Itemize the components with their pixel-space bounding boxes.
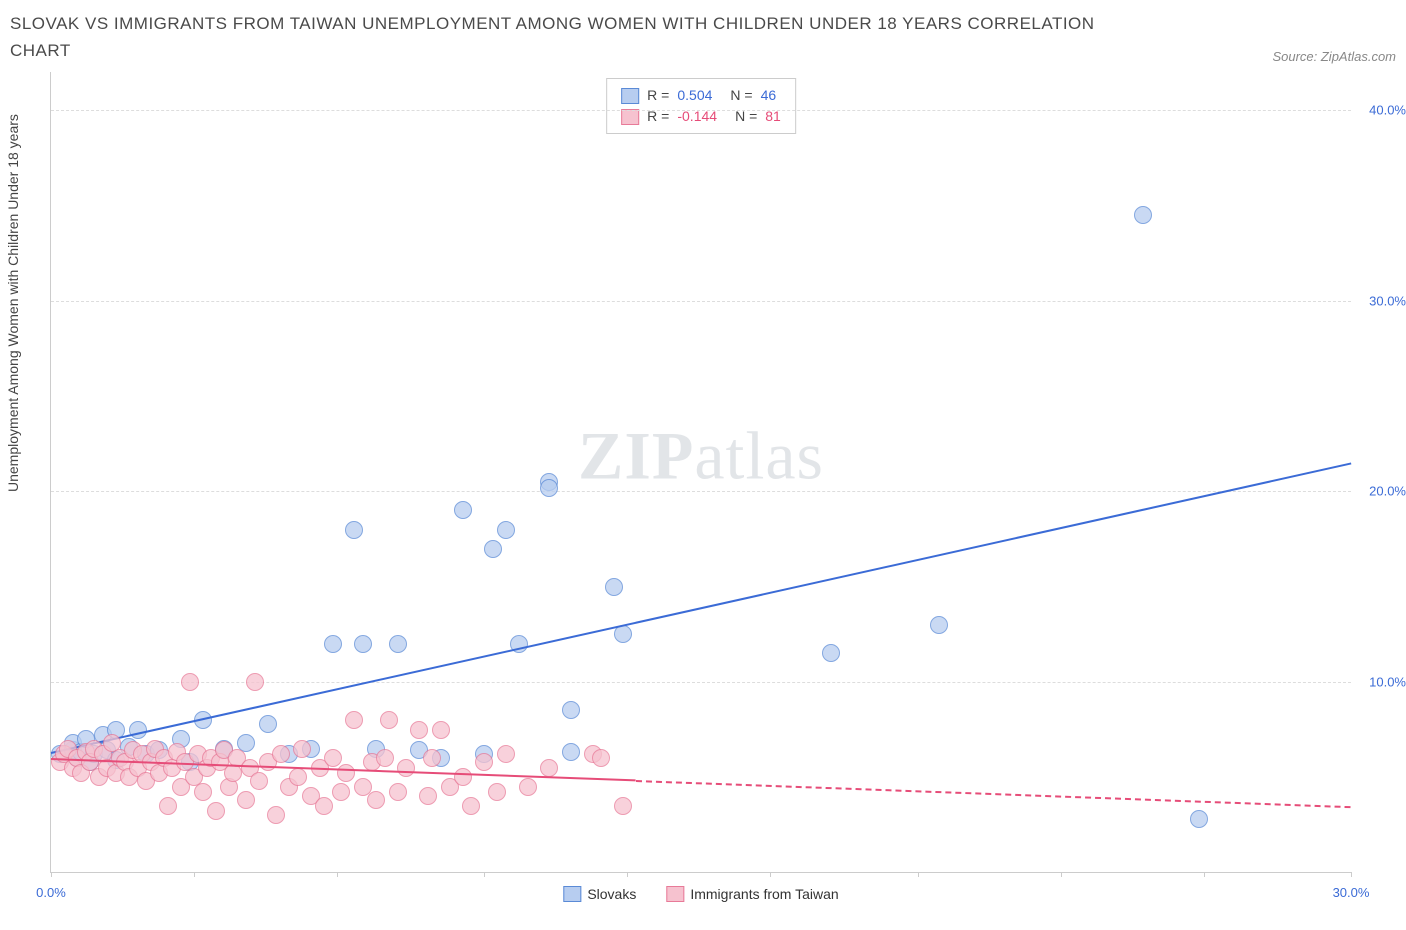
legend-series: Slovaks Immigrants from Taiwan [563, 886, 838, 902]
scatter-point [389, 635, 407, 653]
scatter-point [354, 635, 372, 653]
scatter-point [397, 759, 415, 777]
legend-stats-box: R =0.504N =46R =-0.144N =81 [606, 78, 796, 134]
watermark: ZIPatlas [578, 417, 824, 496]
chart-container: Unemployment Among Women with Children U… [10, 72, 1390, 912]
scatter-point [250, 772, 268, 790]
x-tick-mark [627, 872, 628, 877]
scatter-point [562, 701, 580, 719]
x-tick-label: 30.0% [1333, 885, 1370, 900]
scatter-point [614, 797, 632, 815]
scatter-point [454, 501, 472, 519]
scatter-point [272, 745, 290, 763]
scatter-point [822, 644, 840, 662]
scatter-point [345, 521, 363, 539]
scatter-point [419, 787, 437, 805]
scatter-point [423, 749, 441, 767]
chart-source: Source: ZipAtlas.com [1272, 49, 1396, 64]
scatter-point [259, 715, 277, 733]
scatter-point [432, 721, 450, 739]
y-tick-label: 20.0% [1369, 484, 1406, 499]
scatter-point [454, 768, 472, 786]
gridline [51, 301, 1351, 302]
gridline [51, 110, 1351, 111]
scatter-point [246, 673, 264, 691]
scatter-point [181, 673, 199, 691]
scatter-point [293, 740, 311, 758]
scatter-point [224, 764, 242, 782]
scatter-point [592, 749, 610, 767]
legend-item: Immigrants from Taiwan [666, 886, 838, 902]
scatter-point [389, 783, 407, 801]
scatter-point [497, 745, 515, 763]
scatter-point [289, 768, 307, 786]
legend-n-value: 46 [761, 85, 777, 106]
scatter-point [237, 791, 255, 809]
legend-n-label: N = [730, 85, 752, 106]
scatter-point [159, 797, 177, 815]
scatter-point [497, 521, 515, 539]
scatter-point [1134, 206, 1152, 224]
scatter-point [207, 802, 225, 820]
legend-item: Slovaks [563, 886, 636, 902]
legend-series-name: Slovaks [587, 886, 636, 902]
trend-line [51, 463, 1351, 754]
scatter-point [930, 616, 948, 634]
x-tick-mark [1061, 872, 1062, 877]
x-tick-mark [918, 872, 919, 877]
scatter-point [562, 743, 580, 761]
y-tick-label: 10.0% [1369, 674, 1406, 689]
legend-stats-row: R = 0.504 N = 46 [621, 85, 781, 106]
legend-r-label: R = [647, 85, 669, 106]
scatter-point [605, 578, 623, 596]
scatter-point [540, 759, 558, 777]
scatter-point [376, 749, 394, 767]
legend-swatch [563, 886, 581, 902]
scatter-point [475, 753, 493, 771]
chart-title: SLOVAK VS IMMIGRANTS FROM TAIWAN UNEMPLO… [10, 10, 1110, 64]
x-tick-label: 0.0% [36, 885, 66, 900]
gridline [51, 491, 1351, 492]
x-tick-mark [51, 872, 52, 877]
scatter-point [194, 783, 212, 801]
scatter-point [324, 749, 342, 767]
x-tick-mark [1351, 872, 1352, 877]
scatter-point [540, 479, 558, 497]
scatter-point [488, 783, 506, 801]
scatter-point [315, 797, 333, 815]
x-tick-mark [194, 872, 195, 877]
scatter-point [519, 778, 537, 796]
y-axis-label: Unemployment Among Women with Children U… [5, 114, 21, 492]
y-tick-label: 30.0% [1369, 293, 1406, 308]
scatter-point [345, 711, 363, 729]
legend-swatch [621, 88, 639, 104]
scatter-point [1190, 810, 1208, 828]
scatter-point [380, 711, 398, 729]
scatter-point [267, 806, 285, 824]
x-tick-mark [770, 872, 771, 877]
legend-series-name: Immigrants from Taiwan [690, 886, 838, 902]
scatter-point [462, 797, 480, 815]
plot-area: ZIPatlas R =0.504N =46R =-0.144N =81 Slo… [50, 72, 1351, 873]
trend-line-extrapolated [636, 780, 1351, 808]
scatter-point [324, 635, 342, 653]
scatter-point [484, 540, 502, 558]
legend-swatch [666, 886, 684, 902]
y-tick-label: 40.0% [1369, 103, 1406, 118]
x-tick-mark [484, 872, 485, 877]
scatter-point [337, 764, 355, 782]
legend-r-value: 0.504 [677, 85, 712, 106]
scatter-point [332, 783, 350, 801]
scatter-point [367, 791, 385, 809]
scatter-point [410, 721, 428, 739]
x-tick-mark [1204, 872, 1205, 877]
x-tick-mark [337, 872, 338, 877]
